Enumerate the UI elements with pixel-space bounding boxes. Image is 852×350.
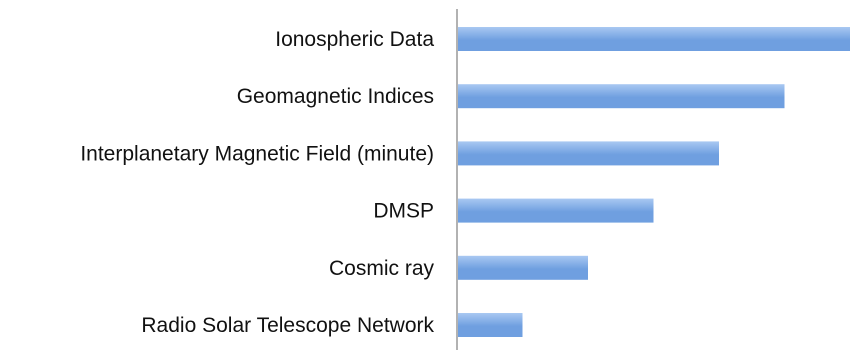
category-label: Interplanetary Magnetic Field (minute) <box>80 142 434 165</box>
bar <box>458 255 588 280</box>
bar <box>458 27 850 51</box>
bar <box>458 84 785 109</box>
bar <box>458 198 654 223</box>
category-label: DMSP <box>373 200 434 223</box>
bars <box>458 27 850 337</box>
category-label: Radio Solar Telescope Network <box>141 314 434 337</box>
bar <box>458 141 719 166</box>
category-label: Cosmic ray <box>329 257 435 280</box>
category-label: Geomagnetic Indices <box>237 85 434 108</box>
category-labels: Ionospheric Data Geomagnetic Indices Inter… <box>80 28 434 337</box>
bar <box>458 313 523 337</box>
category-label: Ionospheric Data <box>275 28 434 51</box>
